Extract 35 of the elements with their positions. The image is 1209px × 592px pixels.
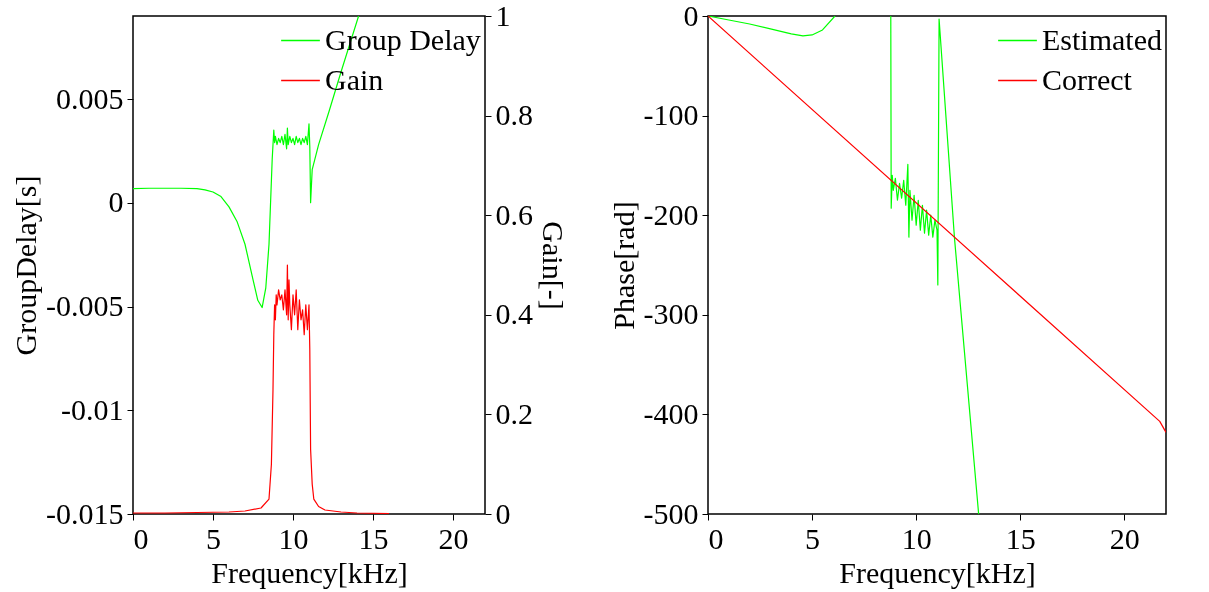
y2-tick-label: 0 (495, 496, 511, 530)
x-tick-label: 0 (133, 521, 149, 555)
y-axis-title: Phase[rad] (606, 201, 640, 330)
legend-label: Correct (1042, 62, 1133, 96)
y-tick-label: -300 (643, 297, 699, 331)
x-tick-label: 5 (206, 521, 221, 555)
y2-axis-title: Gain[-] (537, 221, 570, 310)
y-tick-label: -100 (643, 98, 699, 132)
y-tick-label: -0.015 (46, 496, 124, 530)
y-tick-label: -500 (643, 496, 699, 530)
y-tick-label: -0.005 (46, 289, 124, 322)
y-tick-label: 0 (108, 185, 124, 219)
y-tick-label: 0 (683, 0, 699, 32)
x-tick-label: 15 (358, 521, 389, 555)
y2-tick-label: 0.6 (495, 197, 533, 231)
y2-tick-label: 1 (495, 0, 511, 32)
y2-tick-label: 0.8 (495, 98, 533, 132)
x-tick-label: 10 (278, 521, 309, 555)
x-tick-label: 5 (805, 521, 821, 555)
y2-tick-label: 0.2 (495, 396, 533, 430)
x-tick-label: 15 (1005, 521, 1036, 555)
x-tick-label: 0 (708, 521, 724, 555)
y-tick-label: -0.01 (61, 392, 124, 426)
x-tick-label: 10 (901, 521, 932, 555)
x-tick-label: 20 (1109, 521, 1140, 555)
x-tick-label: 20 (438, 521, 469, 555)
y-tick-label: -200 (643, 197, 699, 231)
legend-label: Estimated (1042, 22, 1162, 56)
y-tick-label: 0.005 (56, 81, 124, 115)
line-series (133, 264, 390, 514)
x-axis-title: Frequency[kHz] (211, 555, 408, 589)
y-tick-label: -400 (643, 396, 699, 430)
x-axis-title: Frequency[kHz] (839, 555, 1036, 589)
y-axis-title: GroupDelay[s] (9, 175, 43, 356)
y2-tick-label: 0.4 (495, 297, 533, 331)
